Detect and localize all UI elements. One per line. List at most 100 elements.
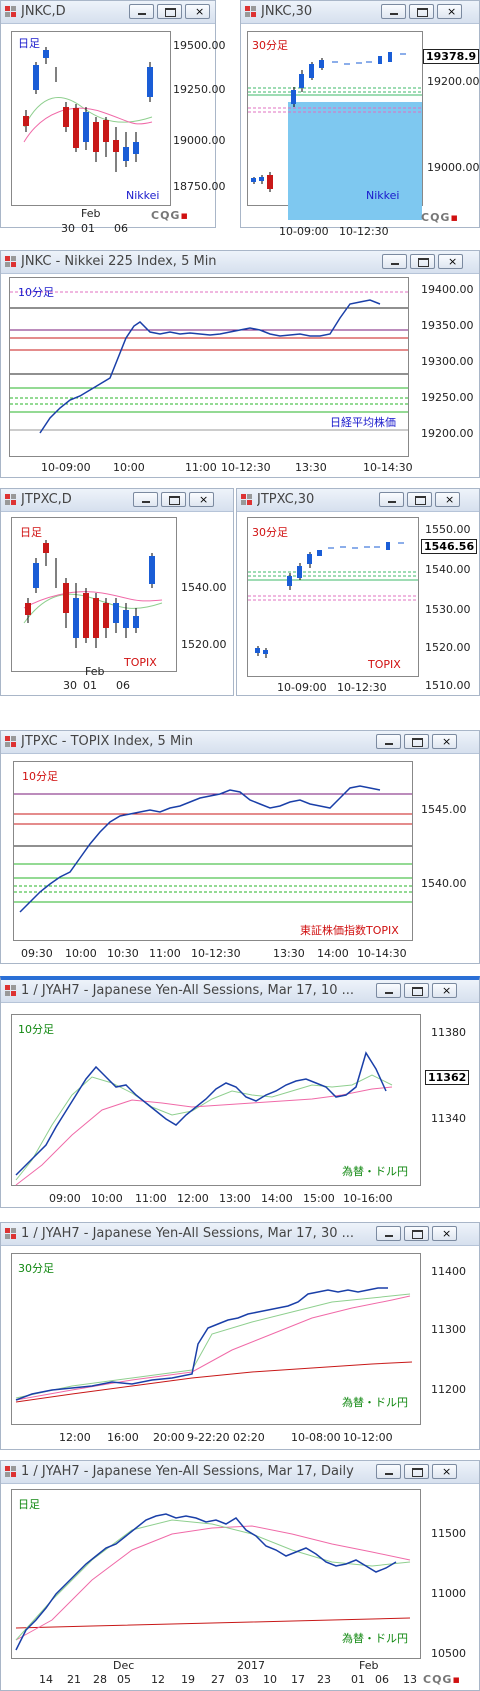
x-tick: 10-12:30 [221,461,271,474]
maximize-button[interactable] [410,254,435,269]
minimize-button[interactable] [379,492,404,507]
title-bar[interactable]: JNKC,30 × [241,1,479,24]
chart-window-jnkc-30min[interactable]: JNKC,30 × 30分足 Nikkei 19378.9 19200.00 1… [240,0,480,238]
y-tick: 11380 [431,1026,466,1039]
maximize-button[interactable] [161,492,186,507]
y-tick: 19200.00 [427,75,480,88]
period-label: 10分足 [22,770,58,783]
y-tick: 19250.00 [173,83,226,96]
price-plot[interactable]: 10分足 日経平均株価 [9,277,409,457]
x-tick: 10:00 [113,461,145,474]
minimize-button[interactable] [376,1226,401,1241]
minimize-button[interactable] [129,4,154,19]
title-bar[interactable]: 1 / JYAH7 - Japanese Yen-All Sessions, M… [1,1223,479,1246]
minimize-button[interactable] [376,1464,401,1479]
y-tick: 11500 [431,1527,466,1540]
price-plot[interactable]: 日足 TOPIX [11,517,177,672]
title-bar[interactable]: JNKC - Nikkei 225 Index, 5 Min × [1,251,479,274]
chart-icon [5,985,16,996]
period-label: 日足 [18,1498,40,1511]
x-tick: 14:00 [317,947,349,960]
price-plot[interactable]: 10分足 為替・ドル円 [11,1014,421,1186]
last-price-tag: 1546.56 [421,539,478,554]
maximize-button[interactable] [404,1464,429,1479]
title-bar[interactable]: 1 / JYAH7 - Japanese Yen-All Sessions, M… [1,1461,479,1484]
x-tick: 20:00 [153,1431,185,1444]
x-tick: 06 [375,1673,389,1686]
x-tick: 02:20 [233,1431,265,1444]
maximize-button[interactable] [409,4,434,19]
x-tick: 09:00 [49,1192,81,1205]
chart-window-topix-30min[interactable]: JTPXC,30 × 30分足 TOPIX 1550.00 1546.56 15… [236,488,480,696]
window-title: JNKC - Nikkei 225 Index, 5 Min [21,254,217,269]
y-tick: 1520.00 [425,641,471,654]
maximize-button[interactable] [157,4,182,19]
close-button[interactable]: × [435,492,460,507]
close-button[interactable]: × [437,4,462,19]
y-tick: 18750.00 [173,180,226,193]
title-bar[interactable]: JNKC,D × [1,1,215,24]
price-plot[interactable]: 日足 為替・ドル円 [11,1489,421,1659]
maximize-button[interactable] [404,983,429,998]
close-button[interactable]: × [432,1226,457,1241]
x-tick: 12:00 [59,1431,91,1444]
close-button[interactable]: × [189,492,214,507]
x-tick: 10-14:30 [357,947,407,960]
x-tick: 14:00 [261,1192,293,1205]
x-tick: 27 [211,1673,225,1686]
chart-window-yen-daily[interactable]: 1 / JYAH7 - Japanese Yen-All Sessions, M… [0,1460,480,1691]
x-tick: 30 [61,222,75,235]
candles-svg [14,785,412,913]
title-bar[interactable]: JTPXC,30 × [237,489,479,512]
chart-window-yen-10min[interactable]: 1 / JYAH7 - Japanese Yen-All Sessions, M… [0,976,480,1208]
x-tick: 11:00 [185,461,217,474]
minimize-button[interactable] [376,734,401,749]
price-plot[interactable]: 30分足 TOPIX [247,517,419,677]
title-bar[interactable]: JTPXC - TOPIX Index, 5 Min × [1,731,479,754]
maximize-button[interactable] [404,1226,429,1241]
chart-window-jnkc-daily[interactable]: JNKC,D × 日足 Nikkei 19500.00 19250.00 190… [0,0,226,235]
x-tick: 11:00 [149,947,181,960]
x-tick: 10-12:30 [339,225,389,238]
minimize-button[interactable] [381,4,406,19]
maximize-button[interactable] [407,492,432,507]
x-tick: 23 [317,1673,331,1686]
title-bar[interactable]: 1 / JYAH7 - Japanese Yen-All Sessions, M… [1,980,479,1003]
y-tick: 1540.00 [181,581,227,594]
title-bar[interactable]: JTPXC,D × [1,489,233,512]
x-tick: 12 [151,1673,165,1686]
x-tick: 10-12:00 [343,1431,393,1444]
chart-window-topix-5min[interactable]: JTPXC - TOPIX Index, 5 Min × 10分足 東証株価指数… [0,730,480,964]
close-button[interactable]: × [432,734,457,749]
y-tick: 11300 [431,1323,466,1336]
cqg-logo: CQG▪ [423,1673,461,1686]
price-plot[interactable]: 30分足 為替・ドル円 [11,1253,421,1425]
chart-window-nikkei-5min[interactable]: JNKC - Nikkei 225 Index, 5 Min × 10分足 日経… [0,250,480,478]
x-tick: 13:30 [295,461,327,474]
chart-window-topix-daily[interactable]: JTPXC,D × 日足 TOPIX 1540.00 1520.00 Feb 3… [0,488,234,696]
chart-icon [5,256,16,267]
x-tick: 05 [117,1673,131,1686]
index-label: 東証株価指数TOPIX [300,924,399,937]
price-plot[interactable]: 日足 Nikkei [11,31,171,206]
month-label: Feb [81,207,101,220]
close-button[interactable]: × [438,254,463,269]
price-plot[interactable]: 10分足 東証株価指数TOPIX [13,761,413,941]
x-tick: 19 [181,1673,195,1686]
window-title: JNKC,30 [261,4,313,19]
close-button[interactable]: × [432,983,457,998]
minimize-button[interactable] [376,983,401,998]
close-button[interactable]: × [185,4,210,19]
candles-svg [10,291,408,434]
price-plot[interactable]: 30分足 Nikkei [247,31,423,220]
candles-svg [23,540,163,648]
x-tick: 10-09:00 [279,225,329,238]
x-tick: 10-14:30 [363,461,413,474]
close-button[interactable]: × [432,1464,457,1479]
minimize-button[interactable] [382,254,407,269]
last-price-tag: 19378.9 [423,49,480,64]
y-tick: 19500.00 [173,39,226,52]
minimize-button[interactable] [133,492,158,507]
maximize-button[interactable] [404,734,429,749]
chart-window-yen-30min[interactable]: 1 / JYAH7 - Japanese Yen-All Sessions, M… [0,1222,480,1450]
